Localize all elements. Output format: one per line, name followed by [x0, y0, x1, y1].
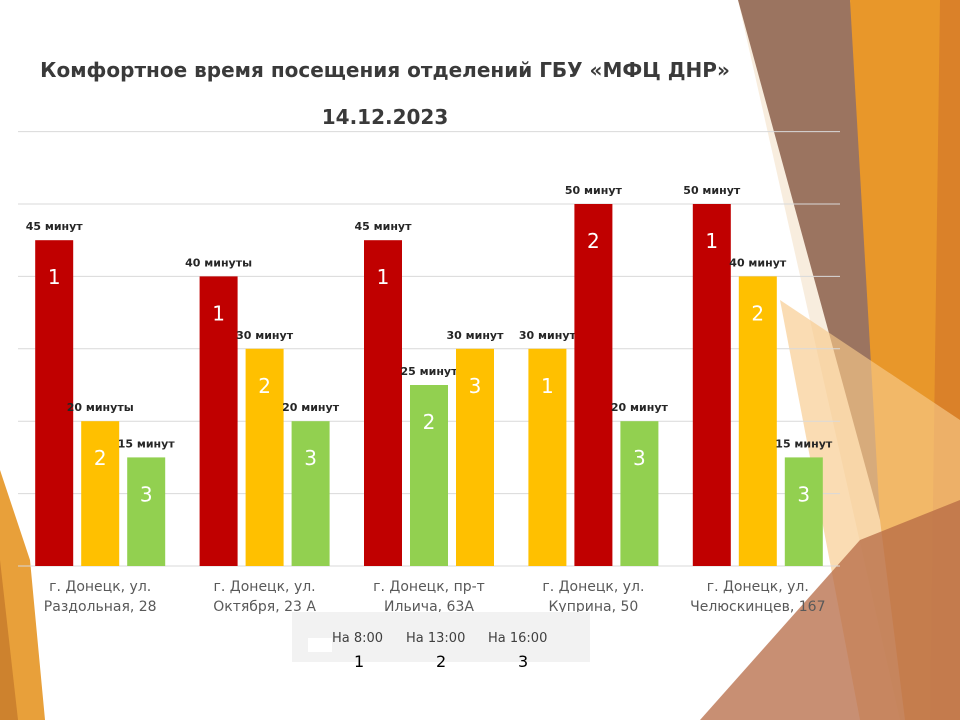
legend-number-2: 2: [436, 652, 447, 671]
bar-number: 3: [469, 374, 482, 398]
bar: [35, 240, 74, 566]
data-label: 45 минут: [26, 220, 84, 233]
bar: [410, 385, 448, 566]
chart-subtitle: 14.12.2023: [321, 105, 449, 129]
category-label: Ильича, 63А: [384, 599, 474, 615]
bar-number: 3: [304, 446, 317, 470]
bar-number: 1: [377, 265, 390, 289]
data-label: 20 минуты: [67, 401, 134, 414]
category-label: г. Донецк, ул.: [542, 579, 644, 595]
bar: [456, 348, 494, 566]
category-label: Челюскинцев, 167: [690, 599, 825, 615]
bar: [620, 421, 659, 566]
bar-number: 3: [633, 446, 646, 470]
data-label: 45 минут: [355, 220, 413, 233]
bar: [784, 457, 823, 566]
data-label: 20 минут: [282, 401, 340, 414]
bar: [245, 348, 284, 566]
legend-number-3: 3: [518, 652, 529, 671]
bar-number: 2: [587, 229, 600, 253]
bar-number: 1: [212, 301, 225, 325]
data-label: 40 минут: [729, 256, 787, 269]
legend: На 8:00 На 13:00 На 16:00 1 2 3: [292, 612, 590, 671]
data-label: 40 минуты: [185, 256, 252, 269]
bar-number: 1: [705, 229, 718, 253]
data-label: 50 минут: [683, 184, 741, 197]
bar: [291, 421, 330, 566]
category-label: г. Донецк, ул.: [214, 579, 316, 595]
bar: [574, 204, 613, 566]
category-label: г. Донецк, ул.: [49, 579, 151, 595]
data-label: 25 минут: [401, 365, 459, 378]
bar-number: 2: [94, 446, 107, 470]
bar-number: 2: [423, 410, 436, 434]
bar-number: 2: [751, 301, 764, 325]
legend-label-3: На 16:00: [488, 631, 548, 646]
legend-number-1: 1: [354, 652, 365, 671]
bar: [364, 240, 402, 566]
data-label: 15 минут: [775, 437, 833, 450]
bar-number: 1: [541, 374, 554, 398]
chart-title: Комфортное время посещения отделений ГБУ…: [40, 58, 730, 82]
data-label: 30 минут: [236, 329, 294, 342]
bar: [199, 276, 238, 566]
bar-number: 3: [140, 482, 153, 506]
legend-label-2: На 13:00: [406, 631, 466, 646]
bar: [692, 204, 731, 566]
category-label: Раздольная, 28: [44, 599, 157, 615]
data-label: 15 минут: [118, 437, 176, 450]
bar: [81, 421, 120, 566]
data-label: 20 минут: [611, 401, 669, 414]
category-label: Куприна, 50: [548, 599, 638, 615]
bar-number: 2: [258, 374, 271, 398]
bar-number: 3: [797, 482, 810, 506]
bar: [738, 276, 777, 566]
category-label: г. Донецк, ул.: [707, 579, 809, 595]
bar: [127, 457, 166, 566]
category-label: г. Донецк, пр-т: [373, 579, 485, 595]
legend-label-1: На 8:00: [332, 631, 384, 646]
bar-number: 1: [48, 265, 61, 289]
bar: [528, 348, 567, 566]
data-label: 50 минут: [565, 184, 623, 197]
category-label: Октября, 23 А: [213, 599, 316, 615]
legend-swatch: [308, 638, 332, 652]
data-label: 30 минут: [447, 329, 505, 342]
data-label: 30 минут: [519, 329, 577, 342]
